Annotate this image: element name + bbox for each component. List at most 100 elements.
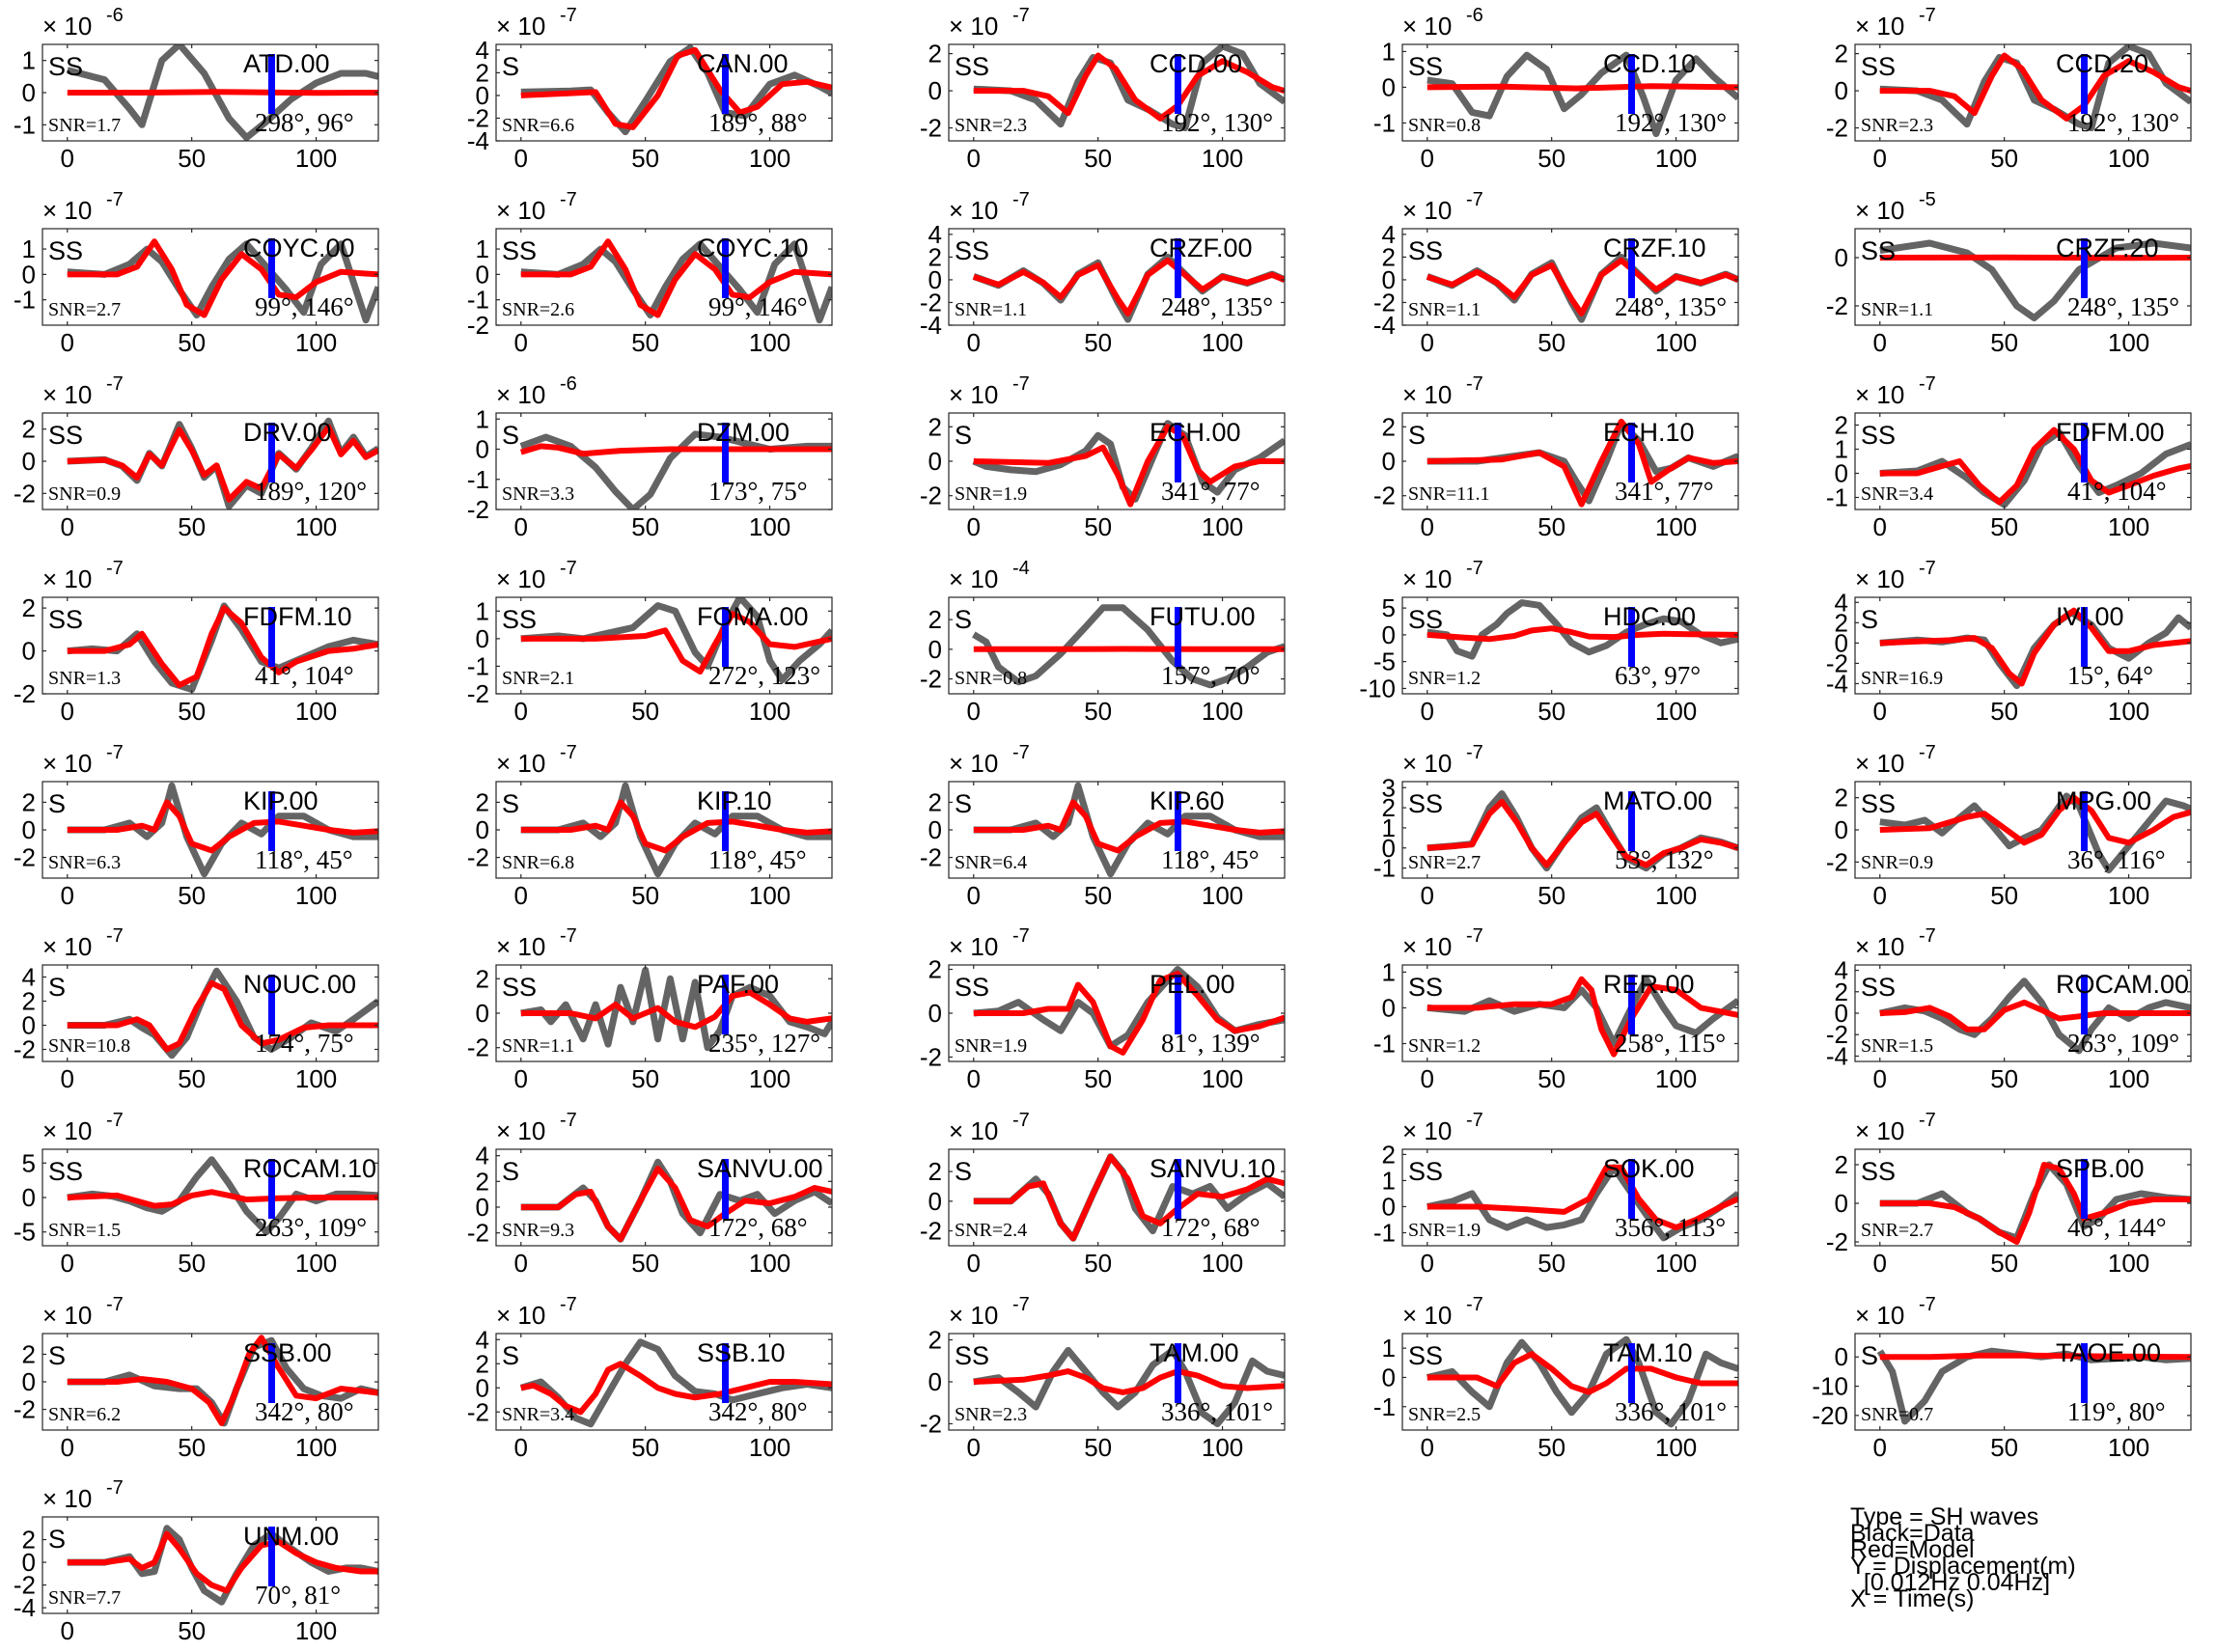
azimuth-label: 15°, 64° — [2067, 661, 2153, 690]
arrival-marker — [2081, 54, 2088, 114]
azimuth-label: 172°, 68° — [1161, 1213, 1260, 1242]
y-tick-label: -1 — [1373, 108, 1396, 137]
y-exponent-label: × 10 — [496, 932, 545, 961]
y-exponent-label: × 10 — [496, 564, 545, 593]
x-tick-label: 50 — [631, 1433, 659, 1462]
data-trace — [67, 1525, 378, 1606]
x-tick-label: 0 — [61, 144, 74, 173]
y-tick-label: -4 — [1826, 669, 1848, 698]
y-exponent-value: -6 — [1466, 5, 1483, 26]
snr-label: SNR=1.7 — [48, 115, 121, 136]
x-tick-label: 50 — [1537, 881, 1565, 910]
snr-label: SNR=2.3 — [955, 115, 1027, 136]
azimuth-label: 172°, 68° — [708, 1213, 808, 1242]
x-tick-label: 100 — [1202, 1249, 1243, 1278]
azimuth-label: 298°, 96° — [255, 108, 354, 137]
y-exponent-value: -7 — [560, 1294, 577, 1315]
y-exponent-value: -7 — [1012, 5, 1030, 26]
azimuth-label: 63°, 97° — [1615, 661, 1701, 690]
y-tick-label: 4 — [1835, 588, 1848, 617]
snr-label: SNR=2.7 — [48, 299, 121, 320]
snr-label: SNR=0.9 — [1861, 852, 1933, 873]
axes-box — [495, 1148, 833, 1247]
arrival-marker — [722, 238, 729, 298]
y-tick-label: 2 — [928, 1157, 942, 1186]
y-tick-label: 0 — [1835, 1189, 1848, 1218]
station-label: KIP.60 — [1150, 786, 1225, 815]
axes-box — [1401, 1333, 1739, 1431]
y-exponent-value: -7 — [1012, 925, 1030, 947]
y-exponent-value: -7 — [106, 925, 124, 947]
axes-box — [948, 43, 1286, 142]
y-tick-label: -5 — [1373, 647, 1396, 676]
model-trace — [1879, 607, 2191, 687]
waveform-panel: 0 50 100 -5 0 5× 10 -7 SS ROCAM.10 SNR=1.5 263°, 1… — [14, 1110, 379, 1278]
y-tick-label: 2 — [22, 987, 36, 1016]
snr-label: SNR=0.8 — [955, 668, 1027, 689]
snr-label: SNR=16.9 — [1861, 668, 1943, 689]
station-label: SSB.10 — [697, 1338, 786, 1367]
station-label: RER.00 — [1603, 970, 1695, 999]
y-exponent-value: -7 — [106, 558, 124, 579]
y-tick-label: 1 — [1382, 813, 1396, 842]
arrival-marker — [268, 1343, 275, 1403]
x-tick-label: 50 — [1084, 328, 1112, 357]
azimuth-label: 248°, 135° — [1615, 292, 1727, 321]
y-exponent-label: × 10 — [1402, 12, 1452, 41]
x-tick-label: 50 — [1990, 512, 2018, 541]
y-tick-label: 3 — [1382, 773, 1396, 802]
y-exponent-label: × 10 — [496, 1301, 545, 1330]
station-label: COYC.00 — [243, 234, 355, 262]
x-tick-label: 100 — [1655, 881, 1697, 910]
station-label: IVI.00 — [2056, 602, 2124, 631]
y-tick-label: 2 — [476, 787, 489, 816]
x-tick-label: 100 — [749, 1433, 790, 1462]
axes-box — [1854, 1148, 2192, 1247]
model-trace — [973, 1368, 1285, 1395]
x-tick-label: 0 — [1421, 881, 1434, 910]
y-tick-label: 1 — [476, 404, 489, 433]
x-tick-label: 50 — [1990, 144, 2018, 173]
x-tick-label: 100 — [2108, 697, 2149, 726]
azimuth-label: 36°, 116° — [2067, 845, 2166, 874]
y-tick-label: 1 — [1382, 1166, 1396, 1195]
y-exponent-value: -7 — [560, 189, 577, 210]
y-exponent-label: × 10 — [1402, 564, 1452, 593]
arrival-marker — [268, 975, 275, 1034]
station-label: CRZF.00 — [1150, 234, 1253, 262]
x-tick-label: 0 — [514, 328, 528, 357]
station-label: SANVU.10 — [1150, 1154, 1276, 1183]
model-trace — [67, 799, 378, 854]
phase-label: S — [502, 52, 519, 81]
y-tick-label: 0 — [1835, 243, 1848, 272]
x-tick-label: 50 — [631, 1249, 659, 1278]
x-tick-label: 50 — [1537, 144, 1565, 173]
phase-label: SS — [48, 52, 83, 81]
x-tick-label: 0 — [967, 697, 981, 726]
y-exponent-value: -7 — [560, 558, 577, 579]
waveform-panel: 0 50 100 -2 0 2× 10 -7 SS DRV.00 SNR=0.9 189°, 120… — [14, 373, 379, 541]
phase-label: SS — [502, 973, 537, 1002]
waveform-panel: 0 50 100 -1 0 1× 10 -6 SS CCD.10 SNR=0.8 192°, 130… — [1373, 5, 1739, 173]
azimuth-label: 336°, 101° — [1161, 1397, 1273, 1426]
y-exponent-label: × 10 — [496, 380, 545, 409]
model-trace — [520, 1166, 832, 1243]
y-tick-label: 2 — [928, 40, 942, 69]
y-exponent-label: × 10 — [1402, 1301, 1452, 1330]
waveform-panel: 0 50 100 -2 0 2× 10 -7 SS PAF.00 SNR=1.1 235°, 127… — [467, 925, 833, 1093]
y-exponent-value: -7 — [1012, 189, 1030, 210]
x-tick-label: 0 — [967, 512, 981, 541]
model-trace — [973, 799, 1285, 854]
model-trace — [520, 989, 832, 1031]
arrival-marker — [2081, 1159, 2088, 1219]
y-tick-label: 2 — [1835, 977, 1848, 1006]
data-trace — [973, 782, 1285, 878]
snr-label: SNR=6.3 — [48, 852, 121, 873]
y-tick-label: -2 — [920, 843, 942, 872]
y-tick-label: -4 — [1826, 1041, 1848, 1070]
x-tick-label: 50 — [1990, 1249, 2018, 1278]
